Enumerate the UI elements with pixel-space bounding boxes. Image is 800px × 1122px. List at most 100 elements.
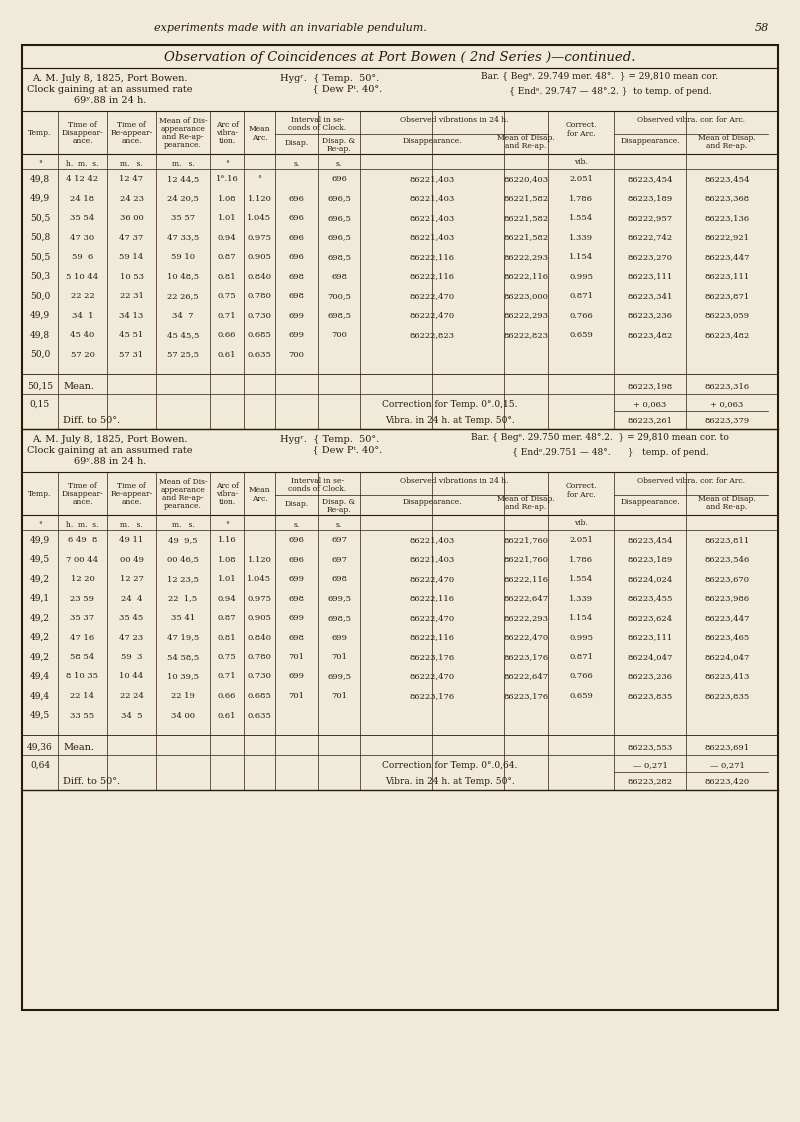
Text: Vibra. in 24 h. at Temp. 50°.: Vibra. in 24 h. at Temp. 50°. xyxy=(385,415,515,424)
Text: 10 48,5: 10 48,5 xyxy=(167,273,199,280)
Text: 1.045: 1.045 xyxy=(247,574,271,583)
Text: 86222,470: 86222,470 xyxy=(410,672,454,681)
Text: 0.685: 0.685 xyxy=(247,331,271,339)
Text: Mean of Dis-: Mean of Dis- xyxy=(158,117,207,125)
Text: °: ° xyxy=(225,521,229,528)
Text: 696: 696 xyxy=(289,555,305,563)
Text: { Endᵉ. 29.747 — 48°.2. }  to temp. of pend.: { Endᵉ. 29.747 — 48°.2. } to temp. of pe… xyxy=(489,86,711,95)
Text: 24 23: 24 23 xyxy=(119,194,143,202)
Text: 86223,447: 86223,447 xyxy=(704,614,750,622)
Text: 86221,403: 86221,403 xyxy=(410,555,454,563)
Text: Mean of Disap.: Mean of Disap. xyxy=(698,134,756,142)
Text: 696,5: 696,5 xyxy=(327,194,351,202)
Text: 49,2: 49,2 xyxy=(30,633,50,642)
Text: 24  4: 24 4 xyxy=(121,595,142,603)
Text: 1.01: 1.01 xyxy=(218,214,236,222)
Text: 701: 701 xyxy=(331,692,347,700)
Text: 86221,403: 86221,403 xyxy=(410,175,454,183)
Text: 86223,176: 86223,176 xyxy=(410,692,454,700)
Text: Time of: Time of xyxy=(68,482,97,490)
Text: 47 37: 47 37 xyxy=(119,233,144,241)
Text: 86223,176: 86223,176 xyxy=(503,653,549,661)
Text: 696: 696 xyxy=(289,214,305,222)
Text: 34  1: 34 1 xyxy=(72,312,94,320)
Text: 86223,454: 86223,454 xyxy=(704,175,750,183)
Text: ance.: ance. xyxy=(72,498,93,506)
Text: 57 20: 57 20 xyxy=(70,350,94,359)
Text: 10 53: 10 53 xyxy=(119,273,143,280)
Text: 49 11: 49 11 xyxy=(119,536,144,544)
Text: 50,8: 50,8 xyxy=(30,233,50,242)
Text: 86223,261: 86223,261 xyxy=(627,416,673,424)
Text: Disappearance.: Disappearance. xyxy=(402,137,462,145)
Text: 34 00: 34 00 xyxy=(171,711,195,719)
Text: Mean: Mean xyxy=(249,125,270,134)
Text: 0.94: 0.94 xyxy=(218,233,236,241)
Text: vib.: vib. xyxy=(574,158,588,166)
Text: 36 00: 36 00 xyxy=(120,214,143,222)
Text: Mean.: Mean. xyxy=(63,381,94,390)
Text: 86223,691: 86223,691 xyxy=(705,743,750,751)
Text: 49,9: 49,9 xyxy=(30,311,50,320)
Text: 12 23,5: 12 23,5 xyxy=(167,574,199,583)
Text: 86223,482: 86223,482 xyxy=(704,331,750,339)
Text: Observed vibra. cor. for Arc.: Observed vibra. cor. for Arc. xyxy=(637,116,745,125)
Text: 1.154: 1.154 xyxy=(569,614,593,622)
Text: 49  9,5: 49 9,5 xyxy=(168,536,198,544)
Text: Temp.: Temp. xyxy=(28,129,52,137)
Text: 0,64: 0,64 xyxy=(30,761,50,770)
Text: 0.71: 0.71 xyxy=(218,672,236,681)
Text: 86223,136: 86223,136 xyxy=(705,214,750,222)
Text: 86222,647: 86222,647 xyxy=(503,672,549,681)
Text: 698: 698 xyxy=(331,273,347,280)
Text: 49,5: 49,5 xyxy=(30,555,50,564)
Text: 22 22: 22 22 xyxy=(70,292,94,300)
Text: 00 49: 00 49 xyxy=(119,555,143,563)
Text: 698,5: 698,5 xyxy=(327,312,351,320)
Text: Mean of Disap.: Mean of Disap. xyxy=(698,495,756,503)
Text: m.   s.: m. s. xyxy=(120,160,143,168)
Text: 86223,454: 86223,454 xyxy=(627,536,673,544)
Text: 86223,835: 86223,835 xyxy=(627,692,673,700)
Text: 2.051: 2.051 xyxy=(569,175,593,183)
Text: 697: 697 xyxy=(331,555,347,563)
Text: 0.71: 0.71 xyxy=(218,312,236,320)
Text: 49,8: 49,8 xyxy=(30,175,50,184)
Text: Bar. { Begᵉ. 29.749 mer. 48°.  } = 29,810 mean cor.: Bar. { Begᵉ. 29.749 mer. 48°. } = 29,810… xyxy=(482,72,718,81)
Text: vibra-: vibra- xyxy=(216,490,238,498)
Text: 698: 698 xyxy=(289,273,305,280)
Text: 12 20: 12 20 xyxy=(70,574,94,583)
Text: 86223,482: 86223,482 xyxy=(627,331,673,339)
Text: 49,2: 49,2 xyxy=(30,614,50,623)
Text: 86222,647: 86222,647 xyxy=(503,595,549,603)
Text: 49,9: 49,9 xyxy=(30,194,50,203)
Text: 0.61: 0.61 xyxy=(218,711,236,719)
Text: 696,5: 696,5 xyxy=(327,233,351,241)
Text: 699: 699 xyxy=(289,331,305,339)
Text: 86223,236: 86223,236 xyxy=(627,312,673,320)
Text: 33 55: 33 55 xyxy=(70,711,94,719)
Text: { Dew Pᵗ. 40°.: { Dew Pᵗ. 40°. xyxy=(278,84,382,93)
Text: + 0,063: + 0,063 xyxy=(634,401,666,408)
Text: 86223,270: 86223,270 xyxy=(627,252,673,261)
Text: 0.66: 0.66 xyxy=(218,692,236,700)
Text: 699,5: 699,5 xyxy=(327,672,351,681)
Text: 86222,823: 86222,823 xyxy=(410,331,454,339)
Text: and Re-ap-: and Re-ap- xyxy=(162,494,204,502)
Text: 1.154: 1.154 xyxy=(569,252,593,261)
Text: 49,2: 49,2 xyxy=(30,653,50,662)
Text: °: ° xyxy=(38,160,42,168)
Text: 86222,921: 86222,921 xyxy=(705,233,750,241)
Text: 700: 700 xyxy=(289,350,305,359)
Text: m.   s.: m. s. xyxy=(171,521,194,528)
Text: 34 13: 34 13 xyxy=(119,312,144,320)
Text: 86222,742: 86222,742 xyxy=(627,233,673,241)
Text: 10 39,5: 10 39,5 xyxy=(167,672,199,681)
Text: 22 19: 22 19 xyxy=(171,692,195,700)
Text: 698: 698 xyxy=(331,574,347,583)
Text: 86222,293: 86222,293 xyxy=(503,312,549,320)
Text: and Re-ap.: and Re-ap. xyxy=(706,142,748,150)
Text: 86221,403: 86221,403 xyxy=(410,214,454,222)
Text: 86223,000: 86223,000 xyxy=(503,292,549,300)
Text: Observed vibra. cor. for Arc.: Observed vibra. cor. for Arc. xyxy=(637,477,745,485)
